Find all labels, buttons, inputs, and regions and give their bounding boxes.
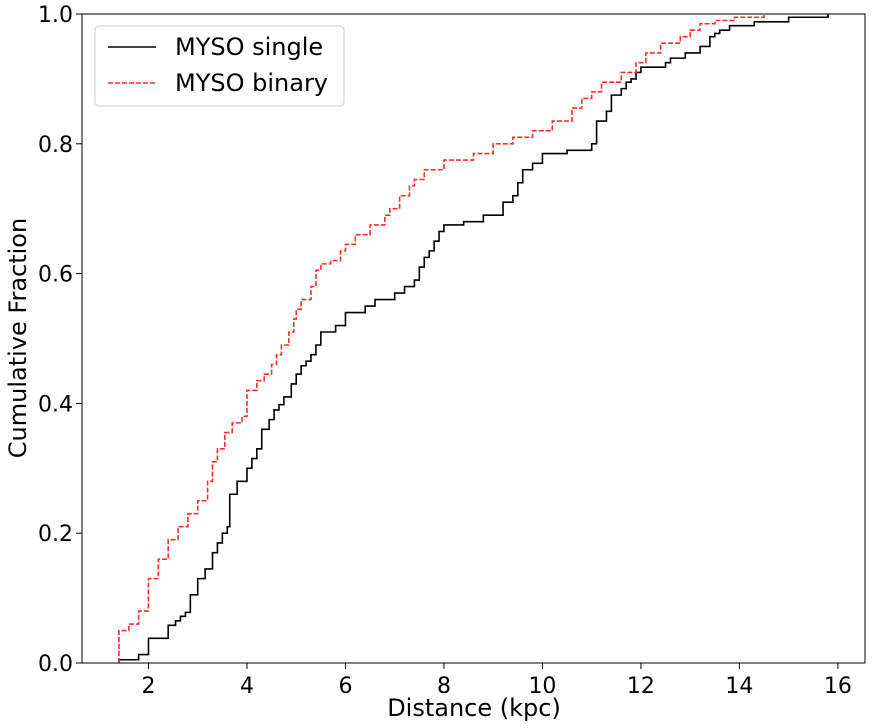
y-tick-label: 0.4 bbox=[38, 392, 73, 417]
legend-label-myso-binary: MYSO binary bbox=[175, 69, 328, 97]
legend: MYSO single MYSO binary bbox=[94, 25, 345, 107]
x-tick-label: 2 bbox=[141, 674, 155, 699]
x-tick-label: 12 bbox=[627, 674, 655, 699]
series-layer bbox=[118, 14, 829, 663]
legend-box bbox=[94, 25, 345, 107]
x-tick-label: 6 bbox=[338, 674, 352, 699]
plot-frame bbox=[81, 13, 866, 664]
series-line-myso-single bbox=[118, 14, 829, 663]
x-axis-label: Distance (kpc) bbox=[387, 694, 561, 722]
x-tick-label: 14 bbox=[725, 674, 753, 699]
legend-label-myso-single: MYSO single bbox=[175, 33, 323, 61]
y-tick-label: 1.0 bbox=[38, 3, 73, 28]
series-line-myso-binary bbox=[118, 14, 765, 663]
y-tick-label: 0.2 bbox=[38, 522, 73, 547]
y-axis-ticks: 0.0 0.2 0.4 0.6 0.8 1.0 bbox=[38, 3, 82, 677]
y-axis-label: Cumulative Fraction bbox=[4, 218, 32, 458]
x-tick-label: 4 bbox=[240, 674, 254, 699]
x-tick-label: 10 bbox=[528, 674, 556, 699]
x-tick-label: 16 bbox=[824, 674, 852, 699]
x-axis-ticks: 2 4 6 8 10 12 14 16 bbox=[141, 663, 852, 699]
x-tick-label: 8 bbox=[437, 674, 451, 699]
y-tick-label: 0.8 bbox=[38, 133, 73, 158]
y-tick-label: 0.0 bbox=[38, 652, 73, 677]
y-tick-label: 0.6 bbox=[38, 263, 73, 288]
